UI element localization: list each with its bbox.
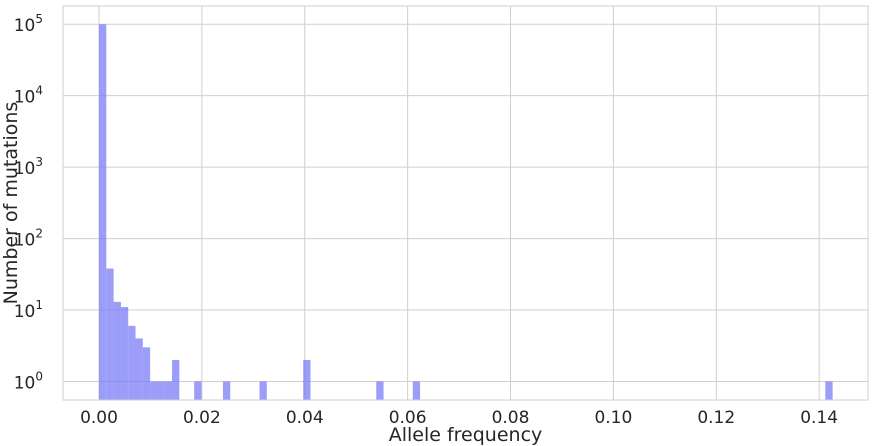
- histogram-bar: [303, 359, 311, 400]
- histogram-bar: [259, 381, 267, 400]
- x-tick-label: 0.00: [80, 408, 118, 428]
- histogram-bar: [142, 347, 151, 400]
- x-tick-label: 0.08: [492, 408, 530, 428]
- histogram-bar: [825, 381, 833, 400]
- y-tick-labels: 100 101 102 103 104 105: [14, 12, 43, 393]
- histogram-bar: [150, 381, 158, 400]
- x-tick-label: 0.10: [594, 408, 632, 428]
- y-axis-title: Number of mutations: [0, 102, 22, 305]
- histogram-bar: [99, 24, 107, 400]
- y-tick-label: 100: [14, 369, 43, 393]
- y-tick-label: 104: [14, 84, 43, 108]
- histogram-bar: [113, 301, 121, 400]
- x-tick-label: 0.02: [183, 408, 221, 428]
- histogram-bar: [120, 307, 129, 400]
- plot-frame: [62, 5, 869, 401]
- x-tick-labels: 0.00 0.02 0.04 0.06 0.08 0.10 0.12 0.14: [80, 408, 838, 428]
- histogram-bar: [106, 268, 114, 400]
- x-tick-label: 0.12: [697, 408, 735, 428]
- histogram-bar: [376, 381, 384, 400]
- x-axis-title: Allele frequency: [389, 424, 543, 446]
- histogram-bars: [99, 24, 833, 400]
- y-tick-label: 102: [14, 227, 43, 251]
- histogram-bar: [172, 359, 180, 400]
- histogram-bar: [222, 381, 231, 400]
- x-tick-label: 0.06: [389, 408, 427, 428]
- histogram-bar: [164, 381, 173, 400]
- y-tick-label: 103: [14, 155, 43, 179]
- grid-lines: [63, 6, 868, 400]
- histogram-bar: [157, 381, 165, 400]
- x-tick-label: 0.04: [286, 408, 324, 428]
- x-tick-label: 0.14: [800, 408, 838, 428]
- histogram-bar: [128, 325, 136, 400]
- y-tick-label: 105: [14, 12, 43, 36]
- y-tick-label: 101: [14, 298, 43, 322]
- histogram-bar: [412, 381, 421, 400]
- histogram-bar: [194, 381, 202, 400]
- histogram-bar: [135, 338, 143, 400]
